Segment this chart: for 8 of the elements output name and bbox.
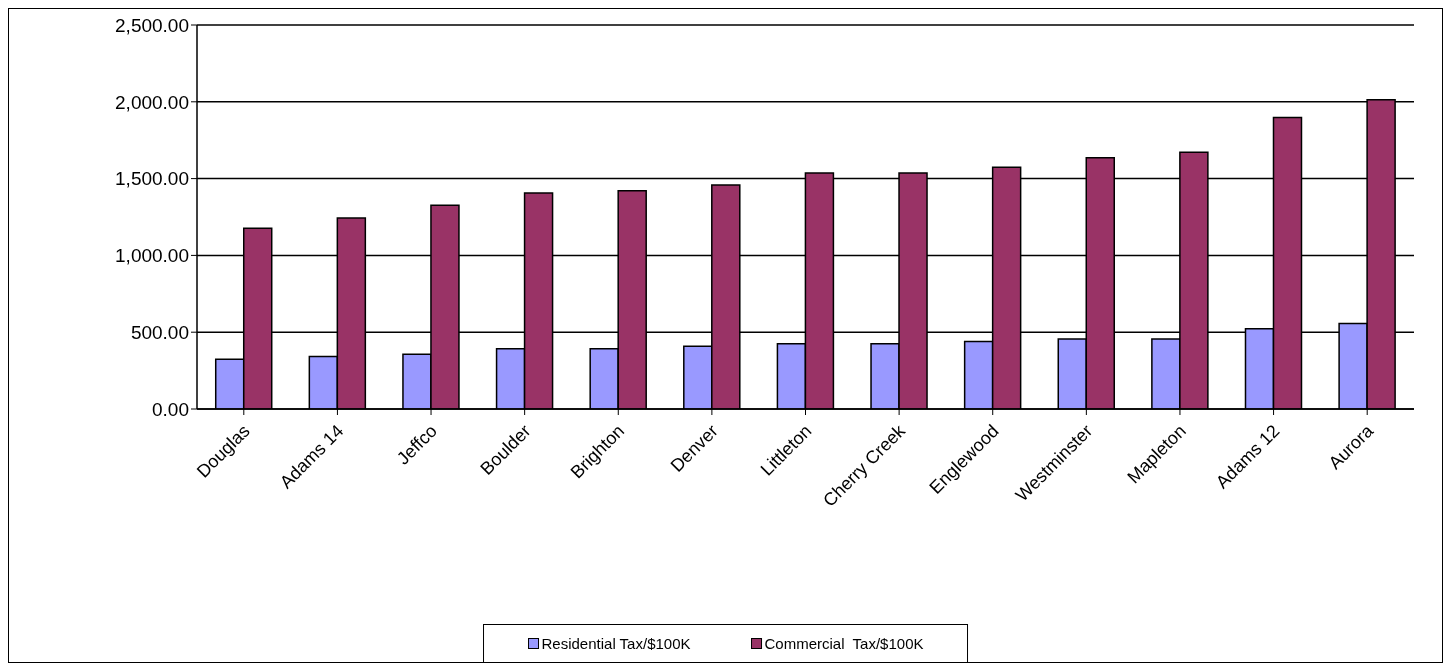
y-tick-label: 0.00: [152, 398, 189, 420]
y-tick-label: 1,000.00: [115, 245, 189, 267]
y-tick-label: 2,000.00: [115, 91, 189, 113]
y-tick-label: 1,500.00: [115, 168, 189, 190]
legend-label: Residential Tax/$100K: [541, 635, 691, 652]
y-tick-label: 500.00: [130, 321, 189, 343]
y-tick-label: 2,500.00: [115, 14, 189, 36]
legend-label: Commercial Tax/$100K: [764, 635, 924, 652]
